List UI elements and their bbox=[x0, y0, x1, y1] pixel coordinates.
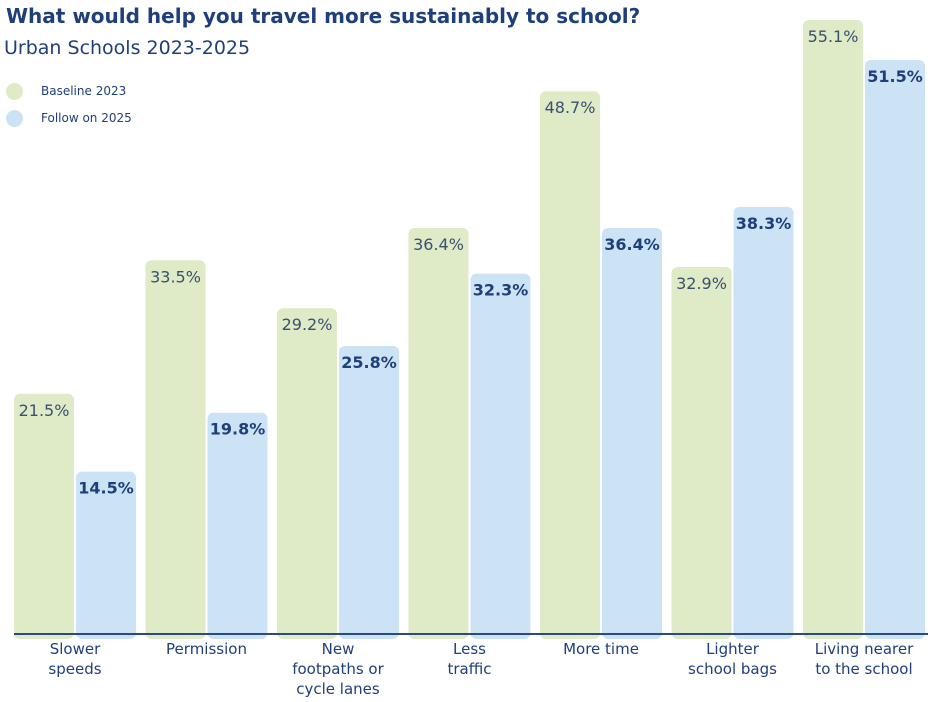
bar-baseline-5 bbox=[671, 266, 732, 639]
bar-baseline-4 bbox=[540, 91, 600, 639]
data-label-follow-on-1: 19.8% bbox=[210, 420, 266, 439]
bar-baseline-0 bbox=[14, 393, 74, 639]
data-label-follow-on-6: 51.5% bbox=[867, 67, 923, 86]
bar-baseline-6 bbox=[803, 20, 863, 639]
data-label-follow-on-5: 38.3% bbox=[736, 214, 792, 233]
legend-item-baseline: Baseline 2023 bbox=[6, 81, 126, 101]
category-label-line: school bags bbox=[688, 660, 777, 678]
category-label-4: More time bbox=[563, 640, 639, 658]
data-label-follow-on-3: 32.3% bbox=[473, 281, 529, 300]
category-label-line: traffic bbox=[448, 660, 492, 678]
category-label-line: Lighter bbox=[706, 640, 760, 658]
bar-follow-on-0 bbox=[76, 471, 136, 639]
bar-follow-on-3 bbox=[470, 273, 531, 639]
data-label-baseline-0: 21.5% bbox=[19, 401, 70, 420]
data-label-baseline-6: 55.1% bbox=[808, 27, 859, 46]
category-label-line: Less bbox=[453, 640, 486, 658]
category-label-5: Lighter school bags bbox=[688, 640, 777, 678]
bar-baseline-2 bbox=[277, 308, 337, 639]
data-label-baseline-4: 48.7% bbox=[545, 98, 596, 117]
data-label-baseline-1: 33.5% bbox=[150, 267, 201, 286]
data-label-baseline-2: 29.2% bbox=[282, 315, 333, 334]
data-label-baseline-5: 32.9% bbox=[676, 274, 727, 293]
category-label-1: Permission bbox=[166, 640, 247, 658]
bar-follow-on-2 bbox=[339, 345, 399, 639]
category-label-line: Slower bbox=[50, 640, 101, 658]
bar-follow-on-5 bbox=[733, 206, 794, 639]
data-label-follow-on-0: 14.5% bbox=[78, 479, 134, 498]
bar-follow-on-6 bbox=[865, 60, 925, 639]
category-label-line: cycle lanes bbox=[296, 680, 380, 698]
category-label-line: Living nearer bbox=[815, 640, 914, 658]
legend-swatch-baseline bbox=[6, 82, 23, 100]
data-label-follow-on-4: 36.4% bbox=[604, 235, 660, 254]
category-label-line: to the school bbox=[815, 660, 912, 678]
category-label-line: speeds bbox=[48, 660, 101, 678]
category-label-line: More time bbox=[563, 640, 639, 658]
category-label-0: Slower speeds bbox=[48, 640, 101, 678]
category-label-line: Permission bbox=[166, 640, 247, 658]
bar-follow-on-1 bbox=[207, 412, 268, 639]
legend-item-follow-on: Follow on 2025 bbox=[6, 108, 132, 128]
bar-baseline-1 bbox=[145, 260, 206, 639]
data-label-baseline-3: 36.4% bbox=[413, 235, 464, 254]
category-label-line: New bbox=[322, 640, 355, 658]
category-label-line: footpaths or bbox=[292, 660, 384, 678]
chart-title: What would help you travel more sustaina… bbox=[6, 4, 641, 28]
legend-swatch-follow-on bbox=[6, 109, 23, 127]
bar-follow-on-4 bbox=[602, 228, 662, 639]
category-label-3: Less traffic bbox=[448, 640, 492, 678]
chart-subtitle: Urban Schools 2023-2025 bbox=[4, 37, 251, 59]
legend-label-baseline: Baseline 2023 bbox=[41, 84, 127, 98]
category-label-6: Living nearer to the school bbox=[815, 640, 914, 678]
data-label-follow-on-2: 25.8% bbox=[341, 353, 397, 372]
category-label-2: New footpaths or cycle lanes bbox=[292, 640, 384, 698]
bar-baseline-3 bbox=[408, 228, 469, 639]
legend-label-follow-on: Follow on 2025 bbox=[41, 111, 132, 125]
